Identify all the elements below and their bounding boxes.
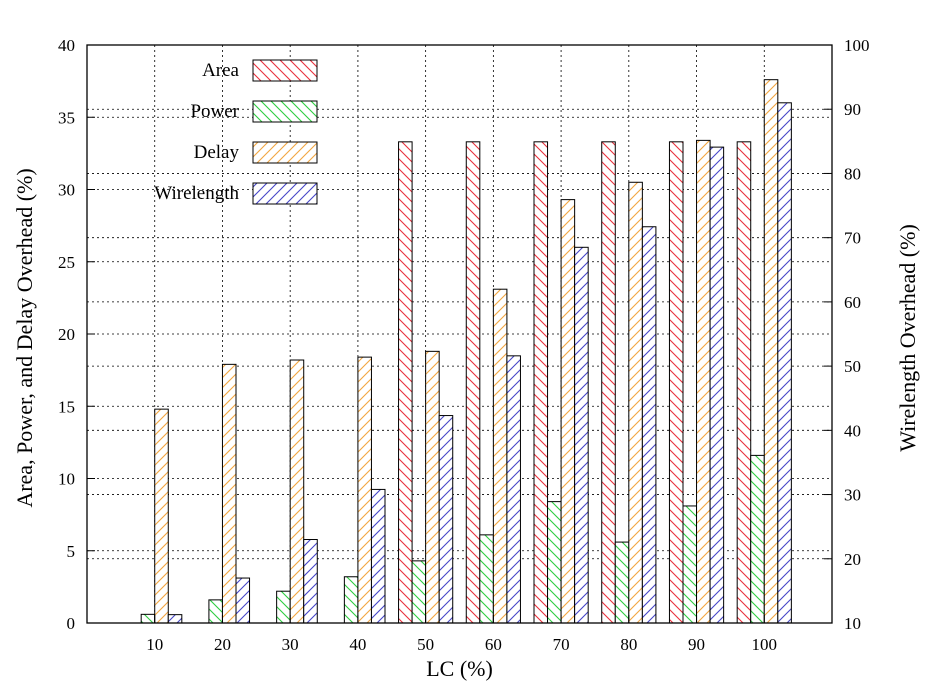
bar-wirelength-70 [574,246,589,624]
legend: Area Power Delay Wirelength [154,59,318,205]
bar-delay-80 [628,181,643,624]
bar-wirelength-30 [303,539,318,624]
bar-wirelength-100 [777,102,792,624]
x-tick-label: 50 [417,635,434,654]
bar-area-70 [533,141,549,624]
bars [140,79,792,624]
ticks: 0 5 10 15 20 25 30 35 40 10 20 30 40 50 60 70 80 90 100 10 2… [58,36,870,654]
x-axis-title: LC (%) [426,656,493,681]
legend-swatch-delay [252,141,318,164]
x-tick-label: 60 [485,635,502,654]
y-left-tick-label: 20 [58,325,75,344]
bar-wirelength-20 [235,577,251,624]
y-right-tick-label: 10 [844,614,861,633]
legend-swatch-area [252,59,318,82]
bar-wirelength-10 [167,614,183,624]
bar-delay-50 [425,350,440,624]
bar-delay-70 [560,199,576,624]
y-left-tick-label: 35 [58,108,75,127]
y-left-tick-label: 15 [58,397,75,416]
bar-delay-10 [154,408,169,624]
bar-power-70 [547,501,562,624]
bar-power-50 [411,560,427,624]
y-right-tick-label: 90 [844,100,861,119]
x-tick-label: 80 [620,635,637,654]
y-right-tick-label: 80 [844,164,861,183]
bar-delay-90 [696,139,711,624]
x-tick-label: 30 [282,635,299,654]
y-right-tick-label: 30 [844,486,861,505]
y-left-tick-label: 25 [58,253,75,272]
legend-label-wirelength: Wirelength [154,183,239,204]
bar-area-100 [736,141,752,624]
legend-label-area: Area [202,60,239,81]
bar-power-90 [682,505,698,624]
bar-power-80 [614,541,630,624]
bar-delay-100 [763,79,779,624]
legend-swatch-power [252,100,318,123]
bar-power-60 [479,534,494,624]
legend-label-delay: Delay [194,142,240,163]
bar-power-20 [208,599,223,624]
y-right-tick-label: 50 [844,357,861,376]
x-tick-label: 70 [553,635,570,654]
y-left-tick-label: 10 [58,470,75,489]
bar-area-60 [465,141,481,624]
y-right-tick-label: 60 [844,293,861,312]
y-left-tick-label: 0 [67,614,76,633]
bar-delay-40 [357,356,372,624]
y-right-tick-label: 70 [844,229,861,248]
y-axis-right-title: Wirelength Overhead (%) [895,224,920,452]
bar-power-100 [750,454,765,624]
bar-power-10 [140,613,156,624]
y-right-tick-label: 40 [844,421,861,440]
x-tick-label: 20 [214,635,231,654]
bar-delay-30 [289,359,305,624]
x-tick-label: 90 [688,635,705,654]
y-left-tick-label: 40 [58,36,75,55]
bar-delay-60 [492,288,508,624]
y-right-tick-label: 20 [844,550,861,569]
y-axis-left-title: Area, Power, and Delay Overhead (%) [12,168,37,507]
bar-area-50 [398,141,413,624]
bar-area-80 [601,141,616,624]
y-left-tick-label: 5 [67,542,76,561]
x-tick-label: 40 [349,635,366,654]
bar-area-90 [668,141,684,624]
legend-swatch-wirelength [252,182,318,205]
bar-wirelength-80 [641,226,657,624]
bar-power-30 [276,590,291,624]
x-tick-label: 100 [752,635,778,654]
y-right-tick-label: 100 [844,36,870,55]
bar-wirelength-60 [506,355,521,624]
bar-wirelength-90 [709,146,725,624]
x-tick-label: 10 [146,635,163,654]
bar-power-40 [343,576,359,624]
bar-wirelength-50 [438,415,454,624]
bar-wirelength-40 [370,488,386,624]
bar-delay-20 [221,363,237,624]
y-left-tick-label: 30 [58,181,75,200]
legend-label-power: Power [190,101,239,122]
